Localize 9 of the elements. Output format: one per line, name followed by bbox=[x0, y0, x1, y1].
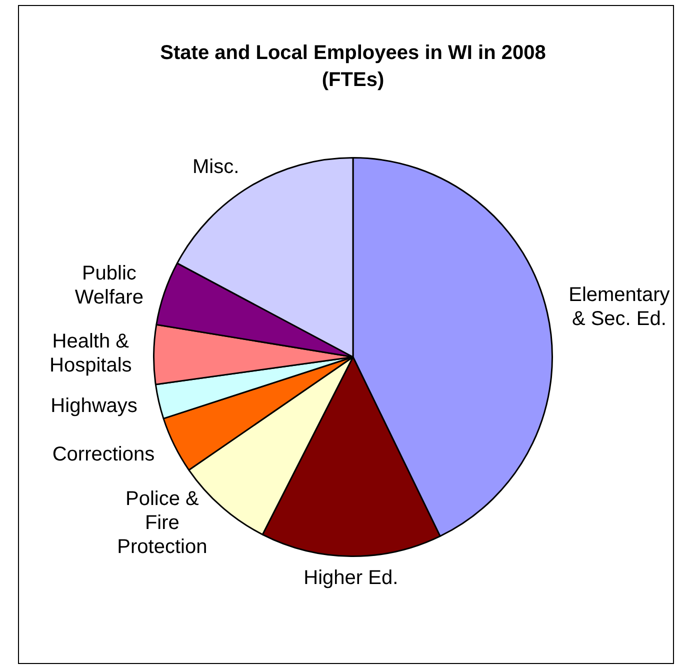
slice-label: Misc. bbox=[192, 156, 240, 178]
slice-label: Public Welfare bbox=[74, 262, 144, 309]
chart-title: State and Local Employees in WI in 2008 (FTEs) bbox=[159, 41, 547, 93]
slice-label: Higher Ed. bbox=[304, 566, 398, 589]
slice-label: Corrections bbox=[52, 443, 155, 466]
slice-label: Police & Fire Protection bbox=[117, 488, 208, 558]
slice-label: Highways bbox=[50, 395, 138, 418]
slice-label: Health & Hospitals bbox=[50, 330, 132, 377]
slice-label: Elementary & Sec. Ed. bbox=[568, 284, 670, 330]
